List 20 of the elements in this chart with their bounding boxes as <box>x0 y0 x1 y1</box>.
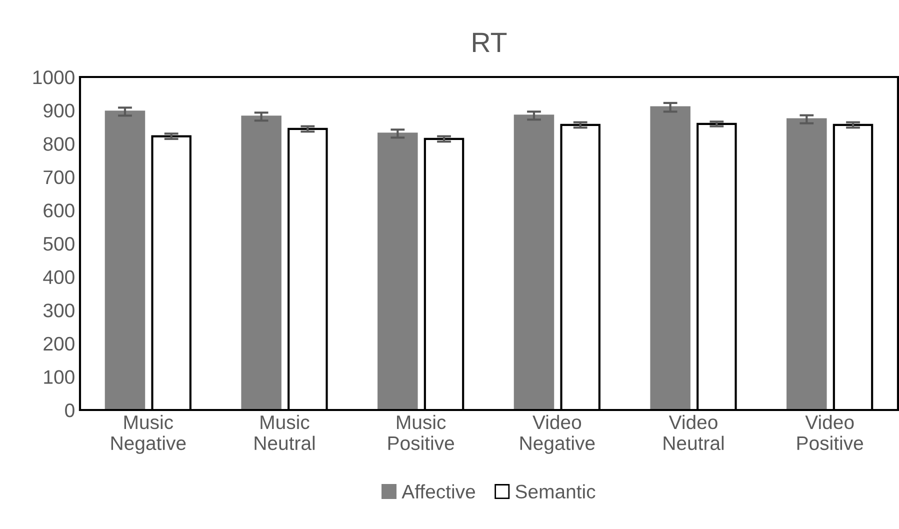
legend-label: Semantic <box>516 484 596 499</box>
chart-title: RT <box>473 32 507 52</box>
x-tick-label: Video Neutral <box>664 414 724 450</box>
y-tick-label: 800 <box>44 137 74 151</box>
x-tick-label: Music Positive <box>388 414 454 450</box>
y-tick-label: 400 <box>43 270 74 284</box>
y-tick-label: 300 <box>43 304 74 318</box>
x-tick-label: Video Negative <box>520 414 595 454</box>
x-tick-label: Music Neutral <box>254 414 315 450</box>
y-tick-label: 500 <box>43 236 74 251</box>
y-tick-label: 600 <box>44 204 74 218</box>
y-tick-label: 1000 <box>33 70 74 84</box>
x-tick-label: Video Positive <box>797 414 864 450</box>
y-tick-label: 100 <box>44 370 74 384</box>
y-tick-label: 200 <box>44 336 74 351</box>
y-tick-label: 900 <box>44 104 74 118</box>
y-tick-label: 700 <box>44 170 74 184</box>
y-tick-label: 0 <box>65 403 74 418</box>
legend-label: Affective <box>402 484 476 499</box>
x-tick-label: Music Negative <box>111 414 186 454</box>
